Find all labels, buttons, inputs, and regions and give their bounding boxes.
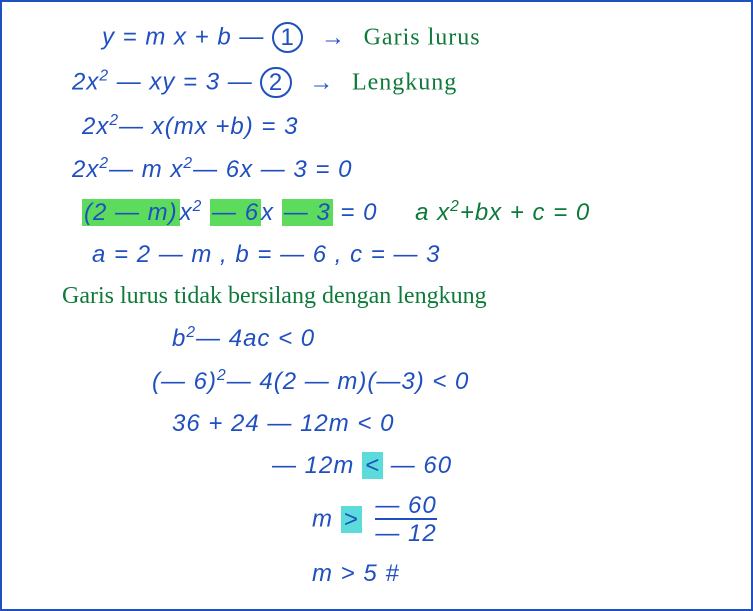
eq-4-sup2: 2 [183, 155, 193, 172]
m-a: m [312, 506, 341, 533]
sub-sup: 2 [217, 367, 227, 384]
hl-gt: > [341, 506, 362, 533]
hl-coef-b: — 6 [210, 199, 261, 226]
eq-4b: — m x [109, 156, 183, 183]
condition-text: Garis lurus tidak bersilang dengan lengk… [62, 283, 487, 309]
eq-3a: 2x [82, 113, 109, 140]
sub-a: (— 6) [152, 368, 217, 395]
eq-5-x1: x [180, 199, 193, 226]
disc-a: b [172, 325, 186, 352]
hl-lt: < [362, 452, 383, 479]
line-3: 2x2— x(mx +b) = 3 [82, 112, 711, 141]
coefficients: a = 2 — m , b = — 6 , c = — 3 [92, 241, 440, 268]
eq-4-sup1: 2 [99, 155, 109, 172]
label-lengkung: Lengkung [352, 70, 457, 96]
line-10: 36 + 24 — 12m < 0 [172, 410, 711, 438]
line-7: Garis lurus tidak bersilang dengan lengk… [62, 283, 711, 310]
eq-1: y = m x + b — [102, 24, 264, 51]
eq-2a: 2x [72, 69, 99, 96]
eq-5-sup: 2 [193, 198, 203, 215]
line-9: (— 6)2— 4(2 — m)(—3) < 0 [152, 367, 711, 396]
quadratic-form: a x2+bx + c = 0 [415, 199, 590, 226]
label-garis-lurus: Garis lurus [364, 25, 481, 51]
disc-sup: 2 [186, 324, 196, 341]
sub-b: — 4(2 — m)(—3) < 0 [227, 368, 470, 395]
eq-2b: — xy = 3 — [109, 69, 253, 96]
hl-coef-c: — 3 [282, 199, 333, 226]
line-4: 2x2— m x2— 6x — 3 = 0 [72, 155, 711, 184]
hl-coef-a: (2 — m) [82, 199, 180, 226]
line-5: (2 — m)x2 — 6x — 3 = 0 a x2+bx + c = 0 [82, 198, 711, 227]
eq-3-sup: 2 [109, 112, 119, 129]
simp-a: — 12m [272, 452, 362, 479]
arrow-1: → [321, 24, 346, 52]
eq-5-end: = 0 [333, 199, 378, 226]
frac-den: — 12 [375, 518, 436, 546]
simplify-1: 36 + 24 — 12m < 0 [172, 410, 394, 437]
line-1: y = m x + b — 1 → Garis lurus [102, 22, 711, 53]
disc-b: — 4ac < 0 [196, 325, 315, 352]
fraction: — 60 — 12 [375, 494, 436, 546]
eq-2-sup: 2 [99, 68, 109, 85]
line-8: b2— 4ac < 0 [172, 324, 711, 353]
line-6: a = 2 — m , b = — 6 , c = — 3 [92, 241, 711, 269]
simp-b: — 60 [383, 452, 452, 479]
frac-num: — 60 [375, 494, 436, 518]
final-answer: m > 5 # [312, 560, 400, 587]
line-2: 2x2 — xy = 3 — 2 → Lengkung [72, 67, 711, 98]
eq-4a: 2x [72, 156, 99, 183]
eq-5-x2: x [261, 199, 282, 226]
circled-1: 1 [272, 22, 303, 53]
line-12: m > — 60 — 12 [312, 494, 711, 546]
line-13: m > 5 # [312, 560, 711, 588]
eq-3b: — x(mx +b) = 3 [119, 113, 298, 140]
eq-4c: — 6x — 3 = 0 [193, 156, 352, 183]
circled-2: 2 [260, 67, 291, 98]
line-11: — 12m < — 60 [272, 452, 711, 480]
arrow-2: → [309, 69, 334, 97]
